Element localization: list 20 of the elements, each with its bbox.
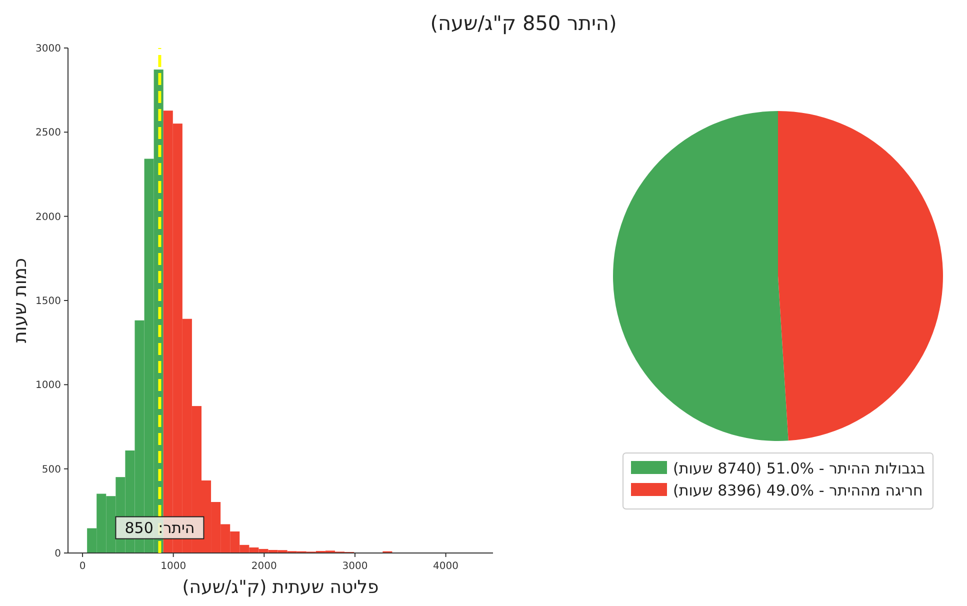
x-tick-label: 4000 bbox=[433, 561, 459, 572]
x-axis-title: פליטה שעתית (ק"ג/שעה) bbox=[182, 577, 379, 598]
x-tick-label: 3000 bbox=[342, 561, 368, 572]
y-tick-label: 0 bbox=[54, 548, 61, 560]
y-tick-label: 1500 bbox=[36, 296, 61, 307]
pie-slice bbox=[613, 111, 788, 441]
y-tick-label: 2000 bbox=[36, 212, 61, 223]
y-tick-label: 3000 bbox=[36, 44, 61, 54]
y-tick-label: 1000 bbox=[36, 380, 61, 392]
legend-label: חריגה מההיתר - 49.0% (8396 שעות) bbox=[673, 481, 923, 500]
chart-title: (היתר 850 ק"ג/שעה) bbox=[430, 11, 617, 35]
x-tick-label: 2000 bbox=[251, 561, 277, 572]
ref-line-label: היתר: 850 bbox=[124, 519, 195, 537]
legend-label: בגבולות ההיתר - 51.0% (8740 שעות) bbox=[673, 459, 926, 478]
x-tick-label: 1000 bbox=[160, 561, 186, 572]
x-tick-label: 0 bbox=[79, 561, 86, 572]
y-tick-label: 2500 bbox=[36, 128, 61, 139]
y-axis-title: כמות שעות bbox=[10, 258, 31, 343]
pie-slice bbox=[778, 111, 943, 441]
y-tick-label: 500 bbox=[42, 464, 61, 476]
